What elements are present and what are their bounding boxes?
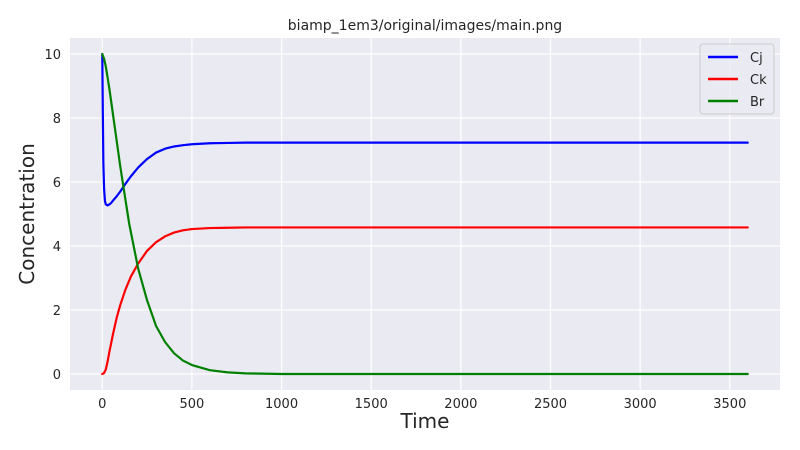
- series-line-ck: [101, 226, 749, 376]
- legend: Cj Ck Br: [699, 43, 775, 115]
- y-tick-label: 4: [53, 240, 61, 255]
- x-tick-label: 0: [98, 397, 106, 412]
- plot-background: [70, 38, 780, 390]
- legend-label-br: Br: [750, 95, 765, 110]
- y-axis-label: Concentration: [15, 143, 39, 284]
- x-tick-label: 3000: [624, 397, 657, 412]
- y-tick-label: 0: [53, 368, 61, 383]
- series-lines: [101, 52, 749, 376]
- y-tick-label: 6: [53, 176, 61, 191]
- x-tick-label: 1000: [265, 397, 298, 412]
- grid: [70, 38, 780, 390]
- x-tick-label: 2000: [444, 397, 477, 412]
- x-axis-label: Time: [400, 409, 450, 433]
- x-tick-label: 2500: [534, 397, 567, 412]
- x-tick-labels: 0 500 1000 1500 2000 2500 3000 3500: [98, 397, 746, 412]
- series-line-cj: [101, 52, 749, 207]
- y-tick-label: 2: [53, 304, 61, 319]
- chart-title: biamp_1em3/original/images/main.png: [288, 18, 562, 34]
- y-tick-label: 8: [53, 112, 61, 127]
- x-tick-label: 1500: [355, 397, 388, 412]
- series-line-br: [101, 52, 749, 376]
- y-tick-label: 10: [44, 48, 61, 63]
- x-tick-label: 3500: [713, 397, 746, 412]
- legend-label-cj: Cj: [750, 51, 763, 66]
- y-tick-labels: 0 2 4 6 8 10: [44, 48, 61, 383]
- x-tick-label: 500: [180, 397, 205, 412]
- legend-label-ck: Ck: [750, 73, 767, 88]
